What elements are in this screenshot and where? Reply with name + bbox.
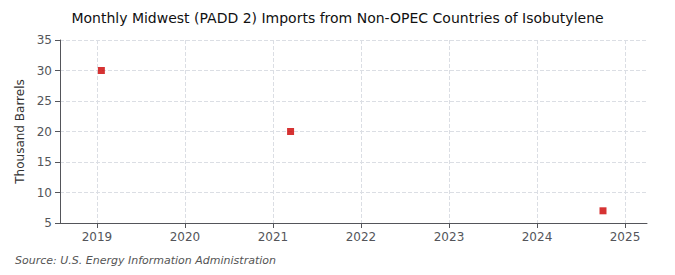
svg-text:10: 10 (37, 186, 52, 200)
svg-text:5: 5 (44, 216, 52, 230)
svg-text:2021: 2021 (258, 230, 289, 244)
svg-text:Thousand Barrels: Thousand Barrels (13, 79, 27, 184)
svg-text:Monthly Midwest (PADD 2) Impor: Monthly Midwest (PADD 2) Imports from No… (71, 10, 603, 26)
svg-text:2019: 2019 (82, 230, 113, 244)
svg-text:Source: U.S. Energy Informatio: Source: U.S. Energy Information Administ… (15, 254, 276, 267)
svg-text:2023: 2023 (434, 230, 465, 244)
svg-text:35: 35 (37, 33, 52, 47)
svg-text:2020: 2020 (170, 230, 201, 244)
svg-text:30: 30 (37, 64, 52, 78)
svg-text:2022: 2022 (346, 230, 377, 244)
svg-text:25: 25 (37, 94, 52, 108)
svg-text:20: 20 (37, 125, 52, 139)
svg-text:2024: 2024 (522, 230, 553, 244)
svg-text:2025: 2025 (610, 230, 641, 244)
svg-text:15: 15 (37, 155, 52, 169)
